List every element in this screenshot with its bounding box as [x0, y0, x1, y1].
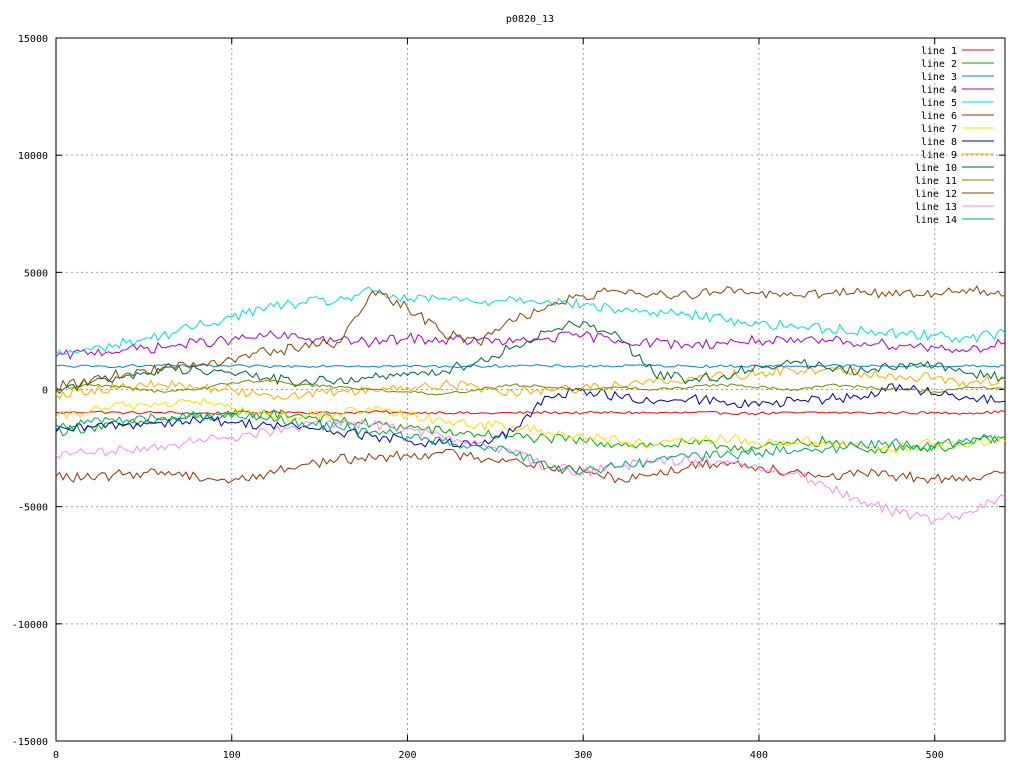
legend-label: line 8	[921, 137, 957, 148]
x-tick-label: 300	[574, 750, 592, 761]
legend-label: line 4	[921, 85, 957, 96]
legend-label: line 12	[915, 189, 957, 200]
y-tick-label: 10000	[18, 151, 48, 162]
y-tick-label: 15000	[18, 34, 48, 45]
y-tick-label: -5000	[18, 503, 48, 514]
series-line-4	[55, 330, 1006, 361]
x-tick-label: 500	[926, 750, 944, 761]
legend-label: line 10	[915, 163, 957, 174]
chart-title: p0820_13	[506, 14, 554, 25]
legend-label: line 1	[921, 46, 957, 57]
legend-label: line 13	[915, 202, 957, 213]
y-tick-label: 5000	[24, 268, 48, 279]
legend: line 1 line 2 line 3 line 4 line 5 line 6 line…	[915, 46, 994, 226]
x-axis: 0 100 200 300 400 500	[53, 38, 944, 761]
legend-label: line 3	[921, 72, 957, 83]
y-tick-label: -10000	[12, 620, 48, 631]
x-tick-label: 200	[398, 750, 416, 761]
legend-label: line 2	[921, 59, 957, 70]
series-line-3	[55, 363, 1006, 369]
legend-label: line 14	[915, 215, 957, 226]
series-line-5	[55, 286, 1006, 355]
x-tick-label: 100	[223, 750, 241, 761]
x-tick-label: 400	[750, 750, 768, 761]
legend-label: line 6	[921, 111, 957, 122]
legend-label: line 9	[921, 150, 957, 161]
y-axis: -15000 -10000 -5000 0 5000 10000 15000	[12, 34, 1005, 748]
series-line-11	[55, 379, 1006, 396]
series-line-14	[55, 410, 1006, 476]
series-line-10	[55, 320, 1006, 395]
series-line-13	[55, 418, 1006, 526]
legend-label: line 11	[915, 176, 957, 187]
y-tick-label: -15000	[12, 737, 48, 748]
grid-lines	[56, 38, 1005, 741]
series-line-8	[55, 383, 1006, 448]
y-tick-label: 0	[42, 386, 48, 397]
x-tick-label: 0	[53, 750, 59, 761]
series-line-9	[55, 365, 1006, 401]
series-line-7	[55, 397, 1006, 454]
legend-label: line 7	[921, 124, 957, 135]
series-group	[55, 285, 1006, 526]
legend-label: line 5	[921, 98, 957, 109]
series-line-12	[55, 285, 1006, 392]
